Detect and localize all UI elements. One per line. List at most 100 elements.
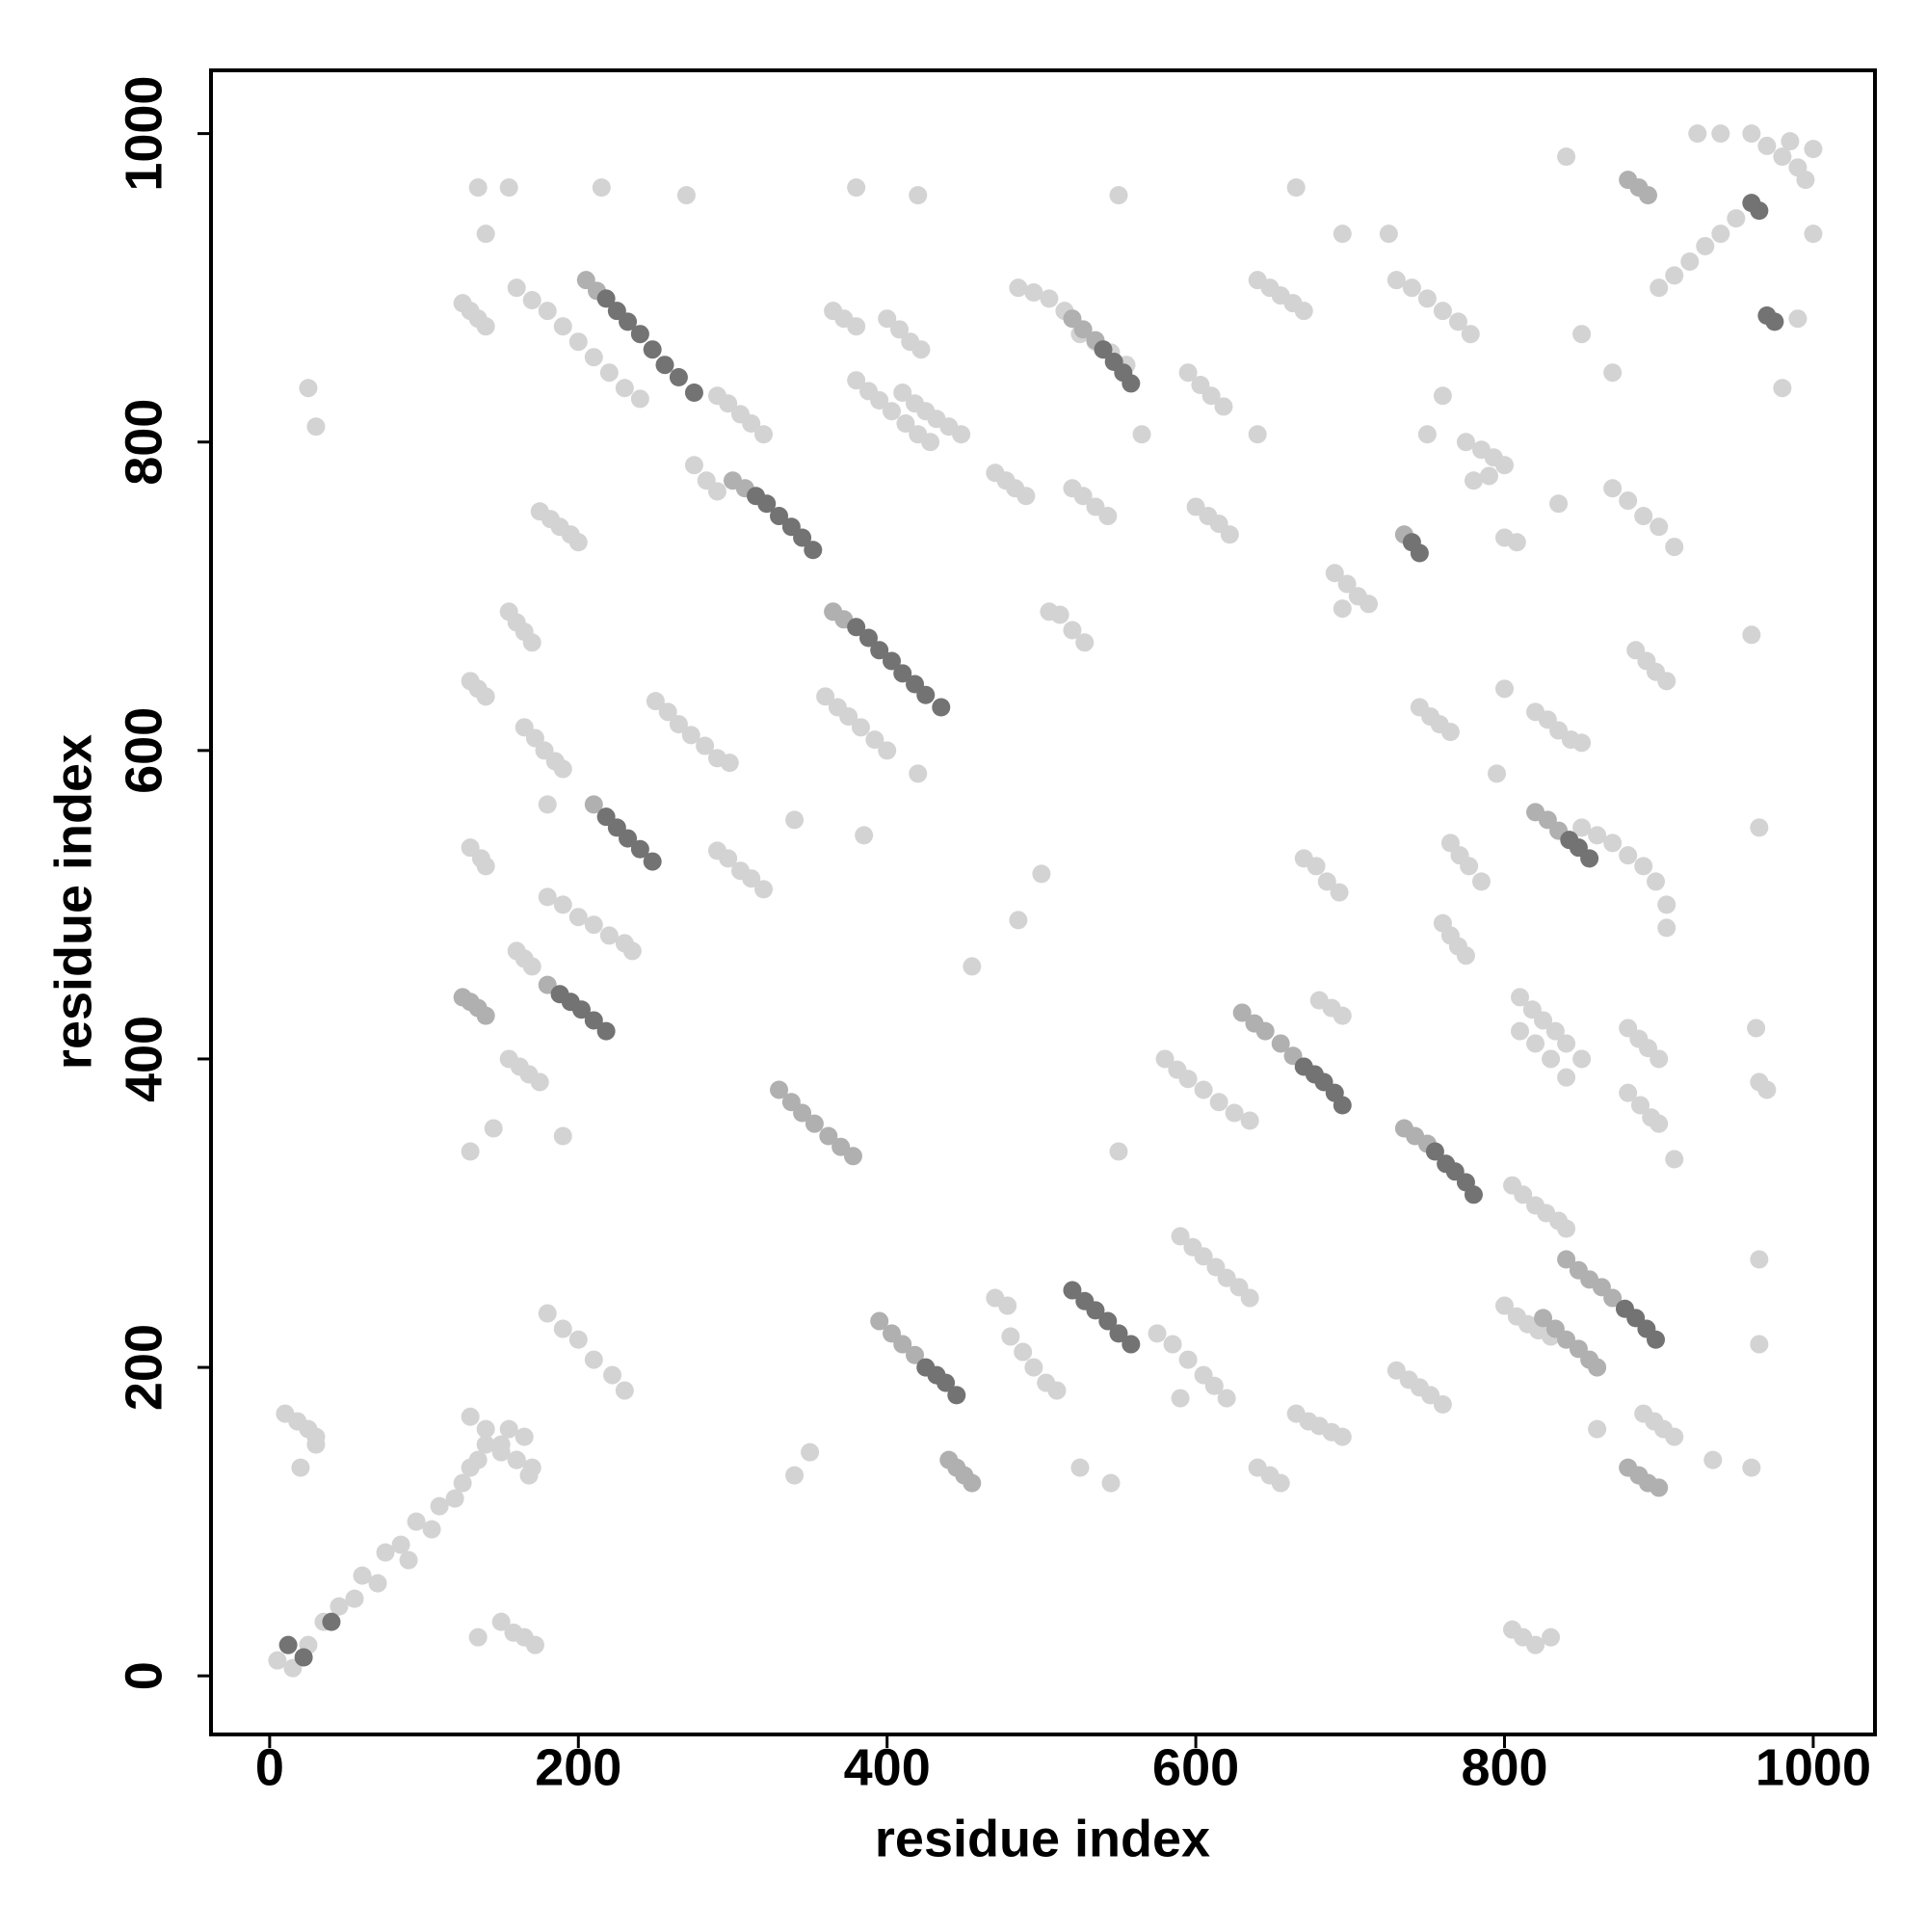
point <box>1417 289 1437 308</box>
point <box>553 1319 572 1338</box>
point <box>932 698 951 717</box>
point <box>893 384 912 403</box>
point <box>658 702 677 722</box>
point <box>1542 1049 1561 1069</box>
point <box>1639 186 1657 205</box>
point <box>1217 1389 1236 1408</box>
point <box>1063 1281 1082 1300</box>
point <box>568 1330 588 1349</box>
point <box>592 178 611 198</box>
point <box>1433 1394 1452 1414</box>
point <box>476 1419 495 1439</box>
point <box>1665 538 1684 557</box>
point <box>1750 1250 1769 1269</box>
point <box>1557 147 1576 167</box>
point <box>499 1419 518 1439</box>
point <box>599 926 619 945</box>
point <box>322 1612 341 1631</box>
point <box>1194 1247 1213 1266</box>
point <box>1619 846 1638 865</box>
point <box>754 880 774 899</box>
point <box>878 741 897 760</box>
point <box>1201 386 1221 406</box>
point <box>847 317 866 336</box>
point <box>1220 525 1239 544</box>
point <box>1024 1358 1043 1377</box>
point <box>368 1574 387 1593</box>
point <box>1557 1034 1576 1053</box>
point <box>1386 271 1406 290</box>
point <box>306 417 326 437</box>
point <box>865 730 884 750</box>
point <box>1286 178 1306 198</box>
point <box>819 1126 838 1146</box>
point <box>1271 1034 1290 1053</box>
point <box>1464 471 1483 490</box>
point <box>906 1345 925 1364</box>
point <box>1109 1324 1128 1343</box>
point <box>530 1072 549 1092</box>
point <box>1773 147 1792 167</box>
point <box>476 1006 495 1025</box>
point <box>1588 826 1607 845</box>
point <box>643 852 662 871</box>
plot-frame <box>209 68 1877 1736</box>
point <box>599 363 619 383</box>
point <box>615 1381 634 1400</box>
point <box>893 1335 912 1354</box>
point <box>1014 1342 1033 1362</box>
point <box>851 718 870 737</box>
point <box>1204 1376 1224 1395</box>
point <box>1526 1635 1545 1654</box>
point <box>921 433 940 452</box>
point <box>1464 1185 1483 1204</box>
point <box>963 957 982 976</box>
point <box>461 1407 480 1426</box>
point <box>952 425 971 444</box>
point <box>893 664 912 683</box>
point <box>553 895 572 914</box>
point <box>1750 201 1769 221</box>
point <box>793 528 812 547</box>
point <box>1047 1381 1067 1400</box>
point <box>515 1427 534 1446</box>
point <box>847 178 866 198</box>
point <box>998 1296 1017 1315</box>
point <box>1665 1427 1684 1446</box>
point <box>1804 225 1823 244</box>
point <box>306 1435 326 1454</box>
point <box>1063 621 1082 640</box>
point <box>553 317 572 336</box>
x-tick-label: 0 <box>255 1738 284 1796</box>
point <box>754 425 774 444</box>
point <box>801 1442 820 1462</box>
point <box>785 1466 805 1485</box>
point <box>1456 433 1475 452</box>
point <box>1333 1006 1352 1025</box>
point <box>1294 302 1313 321</box>
point <box>1534 1011 1553 1030</box>
point <box>299 379 318 398</box>
point <box>720 754 739 773</box>
point <box>519 1466 539 1485</box>
point <box>870 641 889 660</box>
point <box>855 826 874 845</box>
point <box>1440 723 1460 742</box>
point <box>1545 1021 1565 1041</box>
point <box>1588 1419 1607 1439</box>
point <box>1750 818 1769 837</box>
point <box>491 1435 511 1454</box>
point <box>1171 1389 1190 1408</box>
point <box>353 1566 372 1585</box>
point <box>1098 507 1118 526</box>
point <box>1727 209 1746 228</box>
point <box>1109 186 1128 205</box>
point <box>742 414 761 434</box>
point <box>1379 225 1398 244</box>
point <box>911 340 931 359</box>
point <box>1122 1335 1141 1354</box>
y-tick-label: 0 <box>115 1661 172 1690</box>
point <box>1495 679 1515 699</box>
point <box>1461 325 1480 344</box>
point <box>468 178 488 198</box>
